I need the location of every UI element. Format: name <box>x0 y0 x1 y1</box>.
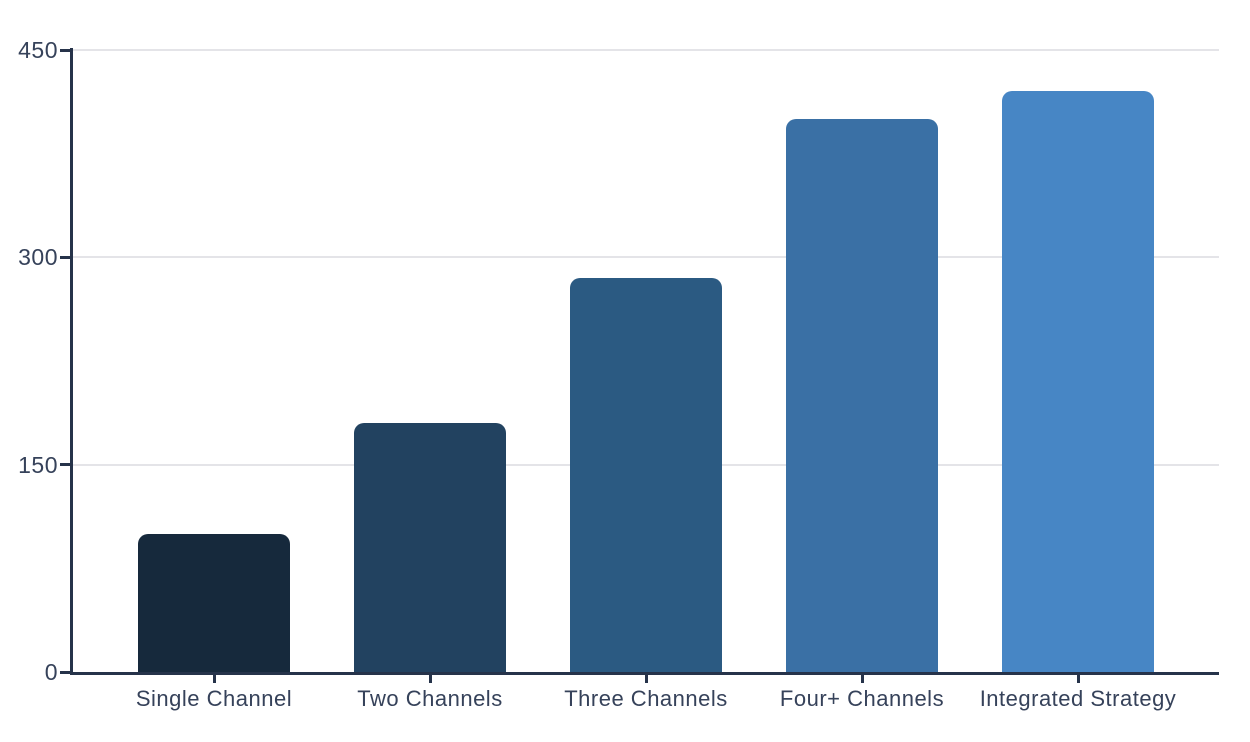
y-tick-450 <box>60 48 72 52</box>
bar-four-channels[interactable] <box>786 119 938 672</box>
y-tick-label-450: 450 <box>18 37 58 63</box>
y-tick-150 <box>60 463 72 467</box>
x-axis-line <box>70 672 1219 675</box>
y-tick-label-0: 0 <box>44 659 58 685</box>
x-tick-three-channels <box>644 675 648 683</box>
y-tick-0 <box>60 670 72 674</box>
x-tick-label-single-channel: Single Channel <box>135 686 293 711</box>
bar-three-channels[interactable] <box>570 278 722 672</box>
x-tick-four-channels <box>860 675 864 683</box>
x-tick-label-two-channels: Two Channels <box>357 686 503 711</box>
x-tick-label-four-channels: Four+ Channels <box>779 686 945 711</box>
x-tick-label-integrated-strategy: Integrated Strategy <box>979 686 1177 711</box>
bar-single-channel[interactable] <box>138 533 290 672</box>
y-tick-label-300: 300 <box>18 244 58 271</box>
y-tick-300 <box>60 255 72 259</box>
bar-two-channels[interactable] <box>354 423 506 672</box>
bar-integrated-strategy[interactable] <box>1002 91 1154 672</box>
x-tick-integrated-strategy <box>1076 675 1080 683</box>
y-axis-line <box>70 48 73 675</box>
x-tick-two-channels <box>428 675 432 683</box>
x-tick-single-channel <box>212 675 216 683</box>
x-tick-label-three-channels: Three Channels <box>564 686 728 711</box>
gridline-450 <box>72 49 1219 51</box>
y-tick-label-150: 150 <box>18 451 58 478</box>
